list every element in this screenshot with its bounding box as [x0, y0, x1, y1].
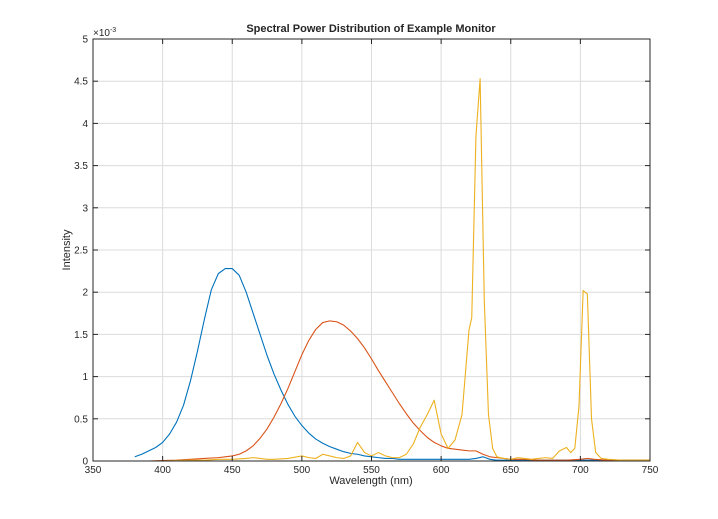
y-tick-label: 2.5: [74, 246, 88, 257]
red-series-line: [134, 320, 650, 462]
plot-series: [134, 78, 650, 462]
x-tick-label: 350: [85, 465, 102, 476]
y-tick-label: 3: [82, 203, 88, 214]
y-tick-label: 0: [82, 457, 88, 468]
y-tick-label: 4: [82, 119, 88, 130]
y-tick-label: 1.5: [74, 330, 88, 341]
y-axis-label: Intensity: [61, 229, 73, 270]
grid-lines: [93, 39, 650, 461]
y-tick-label: 4.5: [74, 77, 88, 88]
x-tick-label: 500: [294, 465, 311, 476]
x-tick-label: 400: [154, 465, 171, 476]
y-tick-label: 1: [82, 372, 88, 383]
blue-series-line: [134, 268, 650, 461]
x-tick-label: 750: [642, 465, 659, 476]
x-tick-label: 700: [572, 465, 589, 476]
axis-ticks: 350 400 450 500 550 600 650 700 750 0 0.5 1 1.5 2 2.5 3…: [74, 35, 659, 477]
y-axis-exponent: ×10-3: [93, 27, 116, 39]
x-tick-label: 550: [363, 465, 380, 476]
y-tick-label: 3.5: [74, 161, 88, 172]
x-tick-label: 650: [502, 465, 519, 476]
yellow-series-line: [134, 78, 650, 462]
y-exponent-base: ×10: [93, 28, 110, 39]
x-tick-label: 450: [224, 465, 241, 476]
y-tick-label: 2: [82, 288, 88, 299]
x-axis-label: Wavelength (nm): [329, 475, 412, 487]
x-tick-label: 600: [433, 465, 450, 476]
y-tick-label: 5: [82, 35, 88, 46]
y-exponent-power: -3: [110, 27, 116, 34]
y-tick-label: 0.5: [74, 414, 88, 425]
chart-title: Spectral Power Distribution of Example M…: [246, 23, 496, 35]
